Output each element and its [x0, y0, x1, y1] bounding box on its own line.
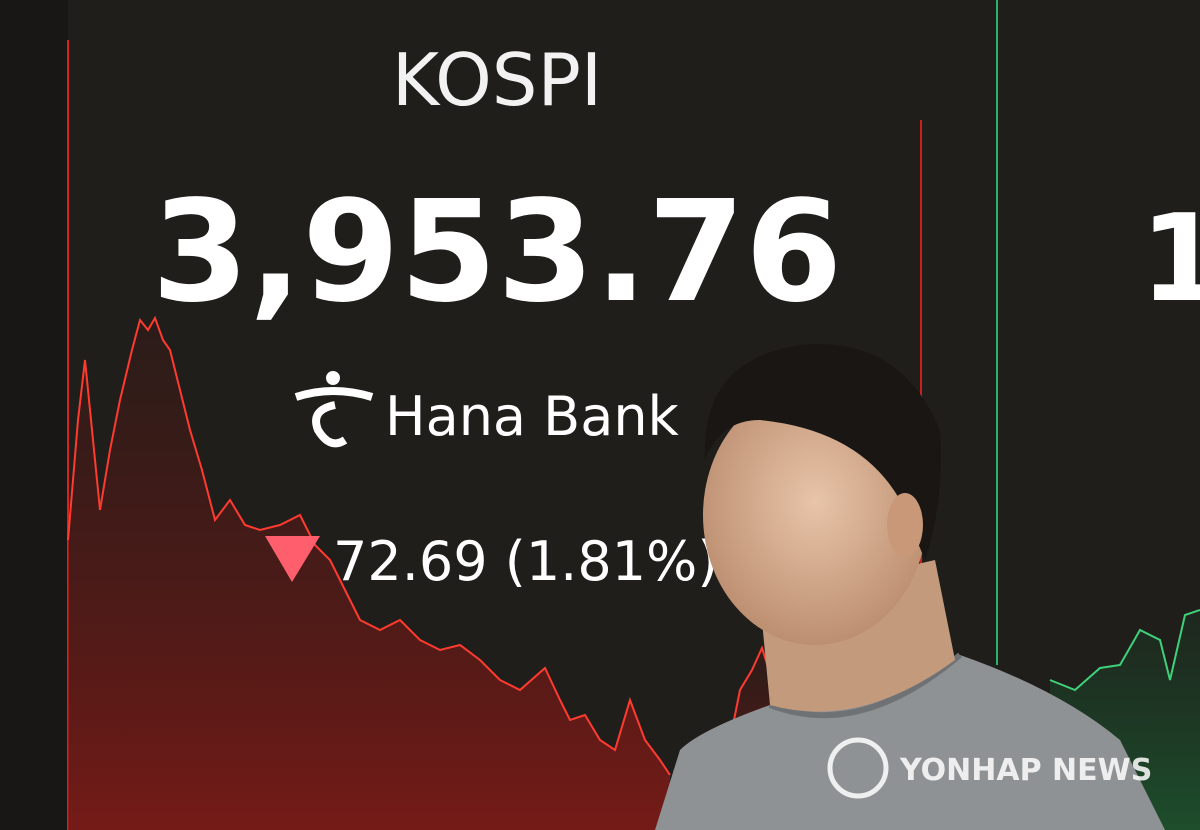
watermark-text: YONHAP NEWS	[899, 753, 1152, 788]
watermark: YONHAP NEWS	[827, 737, 1152, 799]
sponsor: Hana Bank	[385, 385, 680, 448]
chart-line	[1049, 609, 1200, 692]
change: 72.69 (1.81%)	[333, 530, 718, 593]
index-name: KOSPI	[392, 38, 602, 122]
person	[655, 344, 1165, 830]
chart-line	[67, 315, 671, 776]
panel-edge	[0, 0, 68, 830]
hana-logo	[294, 371, 374, 448]
index-value: 3,953.76	[152, 171, 843, 334]
chart-area	[68, 318, 670, 830]
partial-value: 1	[1140, 190, 1200, 329]
down-arrow	[265, 536, 320, 582]
